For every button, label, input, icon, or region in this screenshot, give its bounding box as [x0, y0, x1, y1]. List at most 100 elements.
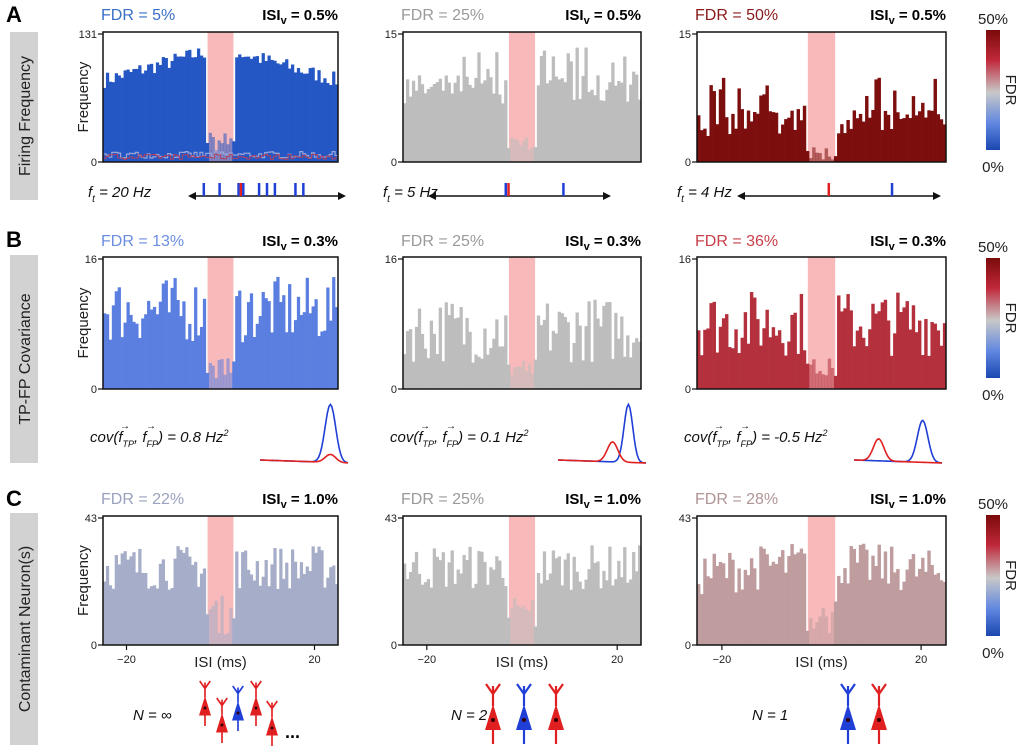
histogram-bar	[123, 70, 127, 162]
histogram-bar	[179, 549, 183, 645]
histogram-bar	[483, 80, 487, 162]
histogram-bar	[886, 320, 891, 389]
histogram-bar	[731, 559, 735, 645]
histogram-bar	[830, 159, 835, 162]
arrow-right-icon	[338, 192, 346, 200]
histogram-bar	[217, 359, 221, 389]
histogram-bar	[768, 337, 772, 389]
histogram-bar	[889, 129, 894, 162]
histogram-bar	[311, 546, 315, 645]
refractory-window	[807, 32, 836, 162]
histogram-bar	[152, 73, 157, 162]
histogram-bar	[746, 575, 751, 645]
histogram-bar	[471, 87, 475, 162]
histogram-bar	[305, 277, 309, 389]
histogram-bar	[852, 110, 857, 162]
fdr-label: FDR = 25%	[401, 233, 484, 250]
histogram-bar	[138, 337, 142, 389]
ytick-min-label: 0	[685, 640, 691, 652]
histogram-bar	[276, 63, 280, 163]
histogram-bar	[179, 316, 183, 389]
histogram-bar	[516, 366, 520, 389]
histogram-bar	[403, 103, 407, 162]
histogram-bar	[771, 561, 776, 645]
histogram-bar	[557, 556, 561, 645]
histogram-bar	[933, 323, 937, 389]
histogram-bar	[408, 572, 413, 645]
histogram-bar	[908, 118, 913, 162]
colorbar-gradient	[986, 515, 1000, 636]
histogram-bar	[548, 350, 553, 389]
vector-arrow-icon: →	[446, 421, 456, 432]
histogram-bar	[173, 558, 177, 645]
histogram-bar	[241, 552, 245, 645]
histogram-bar	[326, 83, 330, 162]
fp-distribution-curve	[557, 440, 647, 464]
histogram-bar	[774, 112, 779, 162]
histogram-bar	[737, 353, 741, 389]
vector-arrow-icon: →	[714, 421, 724, 432]
histogram-bar	[117, 564, 121, 645]
plot-frame	[696, 515, 947, 646]
plot-frame	[402, 515, 642, 646]
histogram-bar	[855, 118, 860, 162]
histogram-bar	[244, 56, 248, 162]
colorbar-title: FDR	[1002, 75, 1019, 106]
histogram-bar	[438, 78, 442, 162]
histogram-bar	[833, 156, 838, 162]
histogram-bar	[765, 554, 769, 645]
histogram-bar	[285, 332, 289, 389]
histogram-bar	[111, 82, 116, 162]
histogram-bar	[740, 589, 744, 645]
histogram-bar	[329, 567, 333, 645]
contaminant-count-caption: N = 1	[752, 707, 788, 724]
histogram-bar	[103, 313, 107, 389]
histogram-bar	[158, 301, 163, 389]
panel-letter-c: C	[6, 486, 22, 511]
histogram-bar	[830, 367, 835, 389]
histogram-bar	[155, 62, 160, 162]
histogram-bar	[267, 55, 271, 162]
histogram-bar	[450, 550, 454, 645]
histogram-bar	[279, 548, 283, 645]
histogram-bar	[569, 362, 573, 389]
histogram-bar	[536, 573, 541, 645]
histogram-bar	[843, 568, 847, 645]
histogram-bar	[921, 355, 925, 389]
histogram-bar	[530, 147, 535, 162]
histogram-bar	[291, 549, 295, 645]
histogram-bar	[471, 588, 475, 645]
histogram-bar	[846, 583, 850, 645]
histogram-bar	[273, 281, 277, 389]
histogram-bar	[638, 545, 642, 645]
histogram-bar	[896, 292, 900, 389]
xtick-label: 20	[611, 654, 623, 666]
histogram-bar	[258, 62, 262, 162]
covariance-caption: cov(fTP, fFP) = 0.1 Hz2	[390, 428, 529, 449]
histogram-bar	[843, 133, 847, 162]
histogram-bar	[103, 581, 107, 645]
histogram-bar	[712, 553, 716, 645]
histogram-bar	[188, 323, 192, 389]
histogram-bar	[861, 121, 866, 162]
histogram-bar	[220, 595, 224, 645]
ytick-max-label: 15	[679, 29, 691, 41]
histogram-bar	[150, 309, 154, 389]
histogram-bar	[252, 580, 257, 645]
histogram-bar	[614, 312, 618, 389]
histogram-bar	[759, 95, 763, 162]
histogram-bar	[599, 100, 603, 162]
histogram-bar	[756, 113, 760, 162]
histogram-bar	[214, 600, 218, 645]
histogram-bar	[522, 361, 526, 389]
histogram-bar	[548, 80, 553, 162]
histogram-bar	[784, 355, 788, 389]
histogram-bar	[899, 590, 903, 645]
histogram-bar	[414, 90, 419, 162]
histogram-bar	[880, 578, 885, 645]
histogram-bar	[232, 618, 236, 645]
histogram-bar	[849, 310, 853, 389]
histogram-bar	[279, 64, 283, 162]
histogram-bar	[191, 564, 195, 645]
histogram-bar	[626, 101, 630, 162]
